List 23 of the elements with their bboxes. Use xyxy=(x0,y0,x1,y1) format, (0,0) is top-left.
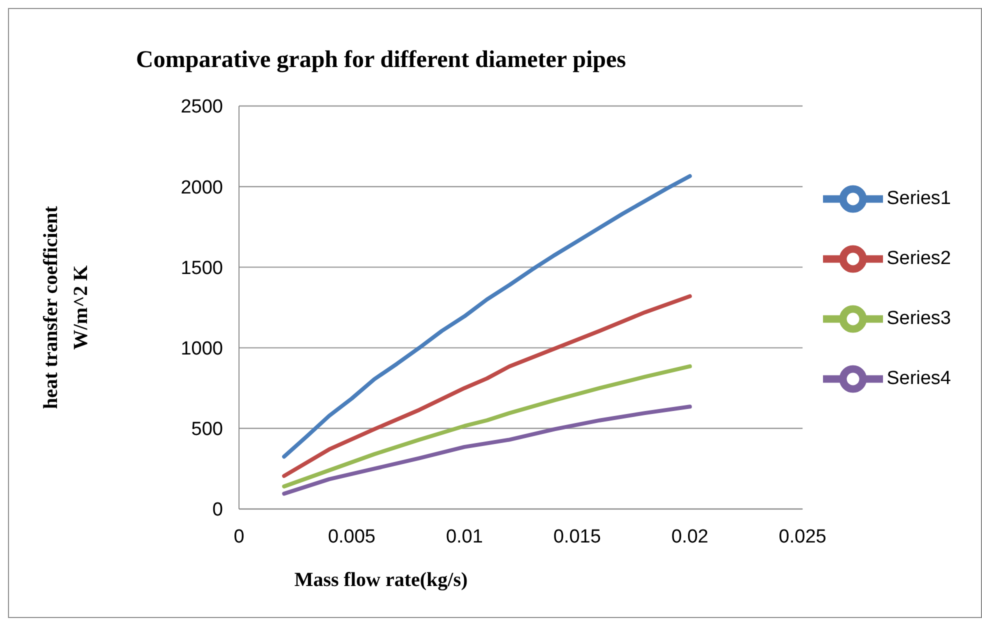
y-tick-label: 0 xyxy=(212,500,223,521)
y-tick-label: 2500 xyxy=(180,96,223,118)
y-tick-label: 1500 xyxy=(180,258,223,279)
x-tick-label: 0.015 xyxy=(553,526,601,548)
y-tick-label: 500 xyxy=(191,419,223,440)
line-series xyxy=(282,364,692,488)
x-tick-label: 0.01 xyxy=(446,526,483,548)
legend-label: Series3 xyxy=(886,308,951,330)
x-tick-label: 0.025 xyxy=(778,526,826,548)
y-tick-label: 2000 xyxy=(180,177,223,198)
legend-label: Series2 xyxy=(886,248,951,270)
line-series xyxy=(282,404,692,496)
chart-title: Comparative graph for different diameter pipes xyxy=(135,47,627,74)
x-tick-label: 0.005 xyxy=(328,526,376,548)
x-axis-title: Mass flow rate(kg/s) xyxy=(293,569,469,592)
legend-label: Series1 xyxy=(886,188,951,210)
x-tick-label: 0.02 xyxy=(671,526,708,548)
line-series xyxy=(282,174,692,459)
y-axis-title: heat transfer coefficient W/m^2 K xyxy=(40,206,92,409)
y-tick-label: 1000 xyxy=(180,338,223,360)
line-series xyxy=(282,294,692,478)
legend-label: Series4 xyxy=(886,368,951,390)
x-tick-label: 0 xyxy=(234,526,244,548)
